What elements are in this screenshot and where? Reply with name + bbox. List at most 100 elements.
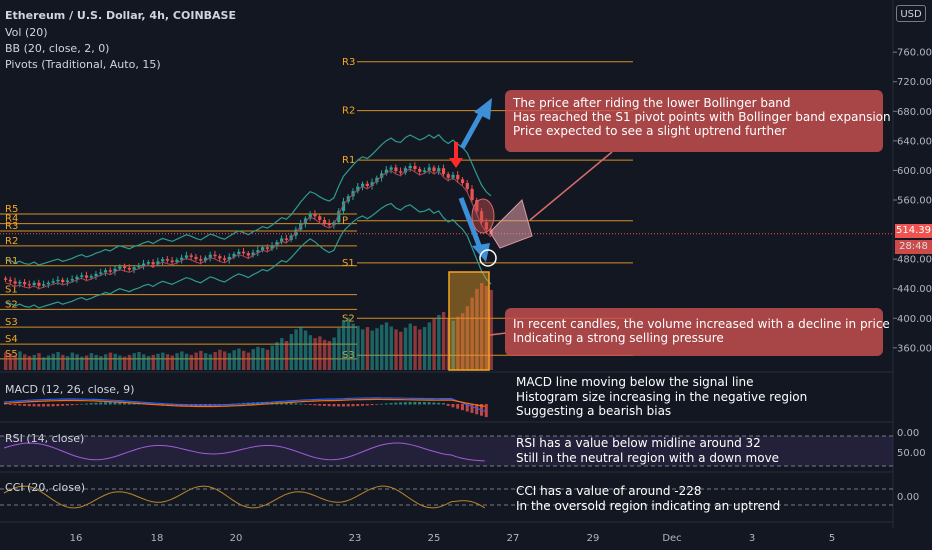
legend-pivots[interactable]: Pivots (Traditional, Auto, 15) <box>5 58 161 71</box>
volume-bar <box>408 323 412 370</box>
volume-bar <box>413 325 417 370</box>
volume-bar <box>37 353 41 370</box>
candle-body <box>46 282 51 285</box>
candle-body <box>246 253 250 256</box>
volume-bar <box>289 334 293 370</box>
macd-histogram-bar <box>303 404 307 405</box>
volume-bar <box>280 338 284 370</box>
volume-bar <box>80 356 84 370</box>
volume-bar <box>189 354 194 370</box>
candle-body <box>199 259 203 261</box>
candle-body <box>408 166 412 169</box>
volume-bar <box>151 354 155 370</box>
cci-line <box>3 485 486 509</box>
volume-annotation-line: Indicating a strong selling pressure <box>513 331 724 345</box>
currency-button[interactable]: USD <box>896 5 926 22</box>
candle-body <box>142 263 146 266</box>
bollinger-lower <box>5 202 492 309</box>
pivot-label: R5 <box>5 204 18 215</box>
candle-body <box>437 168 441 172</box>
volume-bar <box>18 351 22 370</box>
price-annotation-line: Price expected to see a slight uptrend f… <box>513 124 787 138</box>
candle-body <box>337 211 341 223</box>
volume-bar <box>384 322 389 370</box>
volume-bar <box>294 329 298 370</box>
volume-bar <box>489 289 493 370</box>
volume-bar <box>460 313 465 370</box>
macd-histogram-bar <box>451 404 455 408</box>
macd-histogram-bar <box>341 404 345 407</box>
candle-body <box>99 272 103 274</box>
candle-body <box>475 200 479 212</box>
candle-body <box>275 242 279 246</box>
candle-body <box>65 280 70 283</box>
macd-histogram-bar <box>94 402 98 405</box>
price-annotation-box[interactable]: The price after riding the lower Bolling… <box>505 90 891 152</box>
macd-histogram-bar <box>408 402 412 405</box>
macd-histogram-bar <box>46 404 50 407</box>
macd-histogram-bar <box>318 404 322 406</box>
macd-histogram-bar <box>99 402 103 405</box>
volume-bar <box>256 346 260 370</box>
volume-bar <box>451 320 455 370</box>
legend-cci[interactable]: CCI (20, close) <box>5 481 86 494</box>
price-axis-label: 360.00 <box>897 343 932 354</box>
volume-bar <box>332 337 336 370</box>
macd-histogram-bar <box>470 404 474 413</box>
cci-note: CCI has a value of around -228 <box>516 484 702 498</box>
volume-bar <box>56 352 60 370</box>
legend-macd[interactable]: MACD (12, 26, close, 9) <box>5 383 135 396</box>
volume-bar <box>23 354 27 370</box>
time-axis-label: 25 <box>428 533 441 544</box>
candle-body <box>427 167 431 171</box>
legend-bollinger[interactable]: BB (20, close, 2, 0) <box>5 42 110 55</box>
legend-rsi[interactable]: RSI (14, close) <box>5 432 85 445</box>
volume-bar <box>422 327 427 370</box>
down-arrow-head <box>472 243 490 262</box>
candle-body <box>413 166 417 169</box>
macd-histogram-bar <box>108 402 112 405</box>
candle-body <box>308 214 312 219</box>
volume-annotation-box[interactable]: In recent candles, the volume increased … <box>505 308 890 356</box>
macd-histogram-bar <box>170 404 174 406</box>
volume-bar <box>42 357 46 370</box>
macd-histogram-bar <box>394 402 398 405</box>
volume-bar <box>203 353 208 370</box>
candle-body <box>441 168 446 175</box>
candle-body <box>113 268 117 272</box>
volume-bar <box>242 350 246 370</box>
rsi-note: Still in the neutral region with a down … <box>516 450 780 465</box>
volume-bar <box>94 354 98 370</box>
macd-histogram-bar <box>365 404 369 406</box>
legend-volume[interactable]: Vol (20) <box>5 26 48 39</box>
candle-body <box>265 247 269 249</box>
candle-body <box>460 179 465 183</box>
candle-body <box>203 257 208 261</box>
price-annotation-line: The price after riding the lower Bolling… <box>513 96 791 110</box>
volume-bar <box>184 353 189 370</box>
up-arrow-shaft <box>459 110 485 150</box>
volume-bar <box>75 354 79 370</box>
macd-histogram-bar <box>113 402 117 405</box>
macd-histogram-bar <box>56 404 60 407</box>
volume-bar <box>113 353 117 370</box>
volume-bar <box>299 326 303 370</box>
macd-histogram-bar <box>308 404 312 405</box>
volume-bar <box>313 338 317 370</box>
volume-bar <box>470 297 474 370</box>
candle-body <box>280 238 284 243</box>
candle-body <box>318 216 322 220</box>
candle-body <box>470 188 474 200</box>
macd-histogram-bar <box>384 403 388 405</box>
candle-body <box>118 266 122 269</box>
macd-histogram-bar <box>413 402 417 405</box>
time-axis-label: 18 <box>151 533 164 544</box>
pivot-label: S2 <box>5 299 18 310</box>
volume-bar <box>46 355 51 370</box>
volume-bar <box>4 352 8 370</box>
candle-body <box>4 278 8 280</box>
candle-body <box>251 252 255 256</box>
volume-bar <box>361 329 365 370</box>
candle-body <box>18 282 22 284</box>
candle-body <box>242 251 246 254</box>
